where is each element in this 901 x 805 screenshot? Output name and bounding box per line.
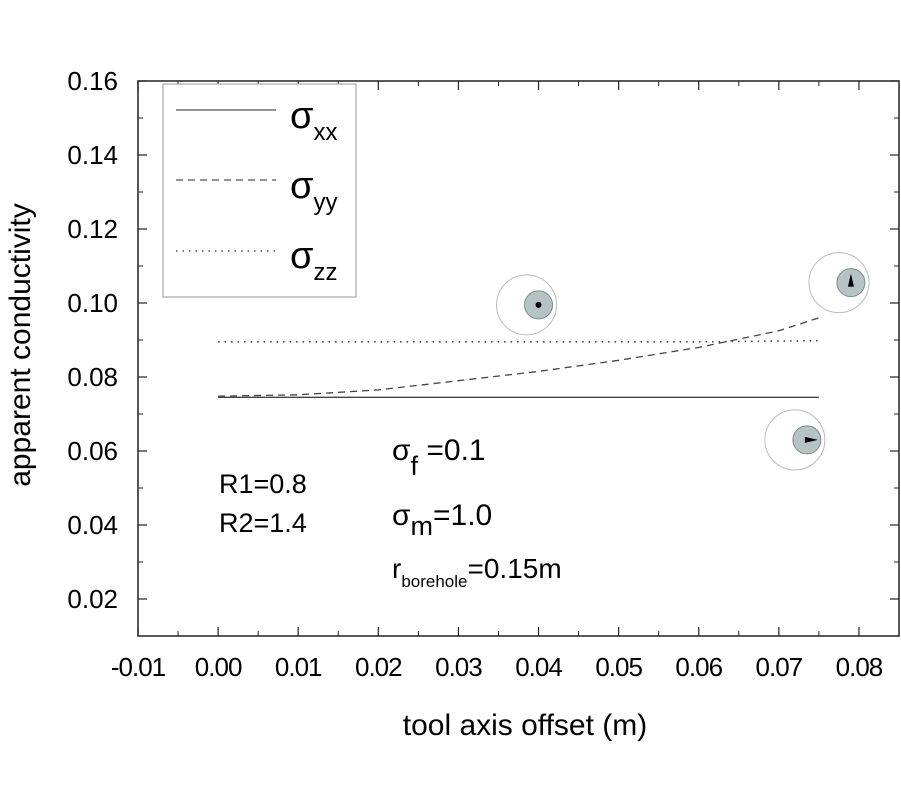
y-tick-label: 0.14	[67, 140, 118, 170]
x-tick-label: 0.01	[275, 652, 322, 682]
borehole-insets	[496, 252, 870, 471]
annotation-sigma-m: σm=1.0	[392, 499, 492, 541]
y-tick-label: 0.04	[67, 510, 118, 540]
y-tick-label: 0.16	[67, 66, 118, 96]
x-tick-label: 0.03	[435, 652, 482, 682]
y-tick-label: 0.08	[67, 362, 118, 392]
x-tick-label: -0.01	[111, 652, 166, 682]
x-tick-labels: -0.01 0.00 0.01 0.02 0.03 0.04 0.05 0.06 0.07 0.0…	[111, 652, 884, 682]
y-tick-label: 0.10	[67, 288, 118, 318]
annotation-r1: R1=0.8	[219, 469, 307, 499]
y-tick-label: 0.06	[67, 436, 118, 466]
tool-dot	[535, 301, 542, 308]
x-tick-label: 0.07	[756, 652, 803, 682]
borehole-inset-3	[764, 409, 826, 471]
series-lines	[218, 317, 820, 398]
x-tick-label: 0.06	[675, 652, 722, 682]
y-axis-label: apparent conductivity	[4, 203, 37, 487]
legend-box	[162, 83, 357, 298]
y-tick-labels: 0.02 0.04 0.06 0.08 0.10 0.12 0.14 0.16	[67, 66, 118, 614]
legend-entry-sigma-zz: σzz	[290, 235, 337, 286]
annotation-r-borehole: rborehole=0.15m	[392, 553, 562, 591]
x-tick-label: 0.02	[355, 652, 402, 682]
y-tick-label: 0.12	[67, 214, 118, 244]
tool-pointer	[847, 273, 854, 287]
series-line-sigma-zz	[218, 339, 819, 343]
x-tick-label: 0.04	[515, 652, 562, 682]
legend-entry-sigma-yy: σyy	[290, 165, 337, 216]
plot-frame	[137, 80, 900, 637]
borehole-inset-2	[808, 252, 870, 314]
legend-entry-sigma-xx: σxx	[290, 95, 337, 146]
annotation-sigma-f: σf =0.1	[392, 434, 486, 481]
annotation-r2: R2=1.4	[219, 508, 307, 538]
tool-pointer	[804, 436, 818, 443]
y-tick-label: 0.02	[67, 584, 118, 614]
x-tick-label: 0.08	[836, 652, 883, 682]
x-axis-label: tool axis offset (m)	[403, 709, 648, 742]
x-tick-label: 0.05	[595, 652, 642, 682]
x-tick-label: 0.00	[195, 652, 242, 682]
borehole-inset-1	[496, 274, 558, 336]
